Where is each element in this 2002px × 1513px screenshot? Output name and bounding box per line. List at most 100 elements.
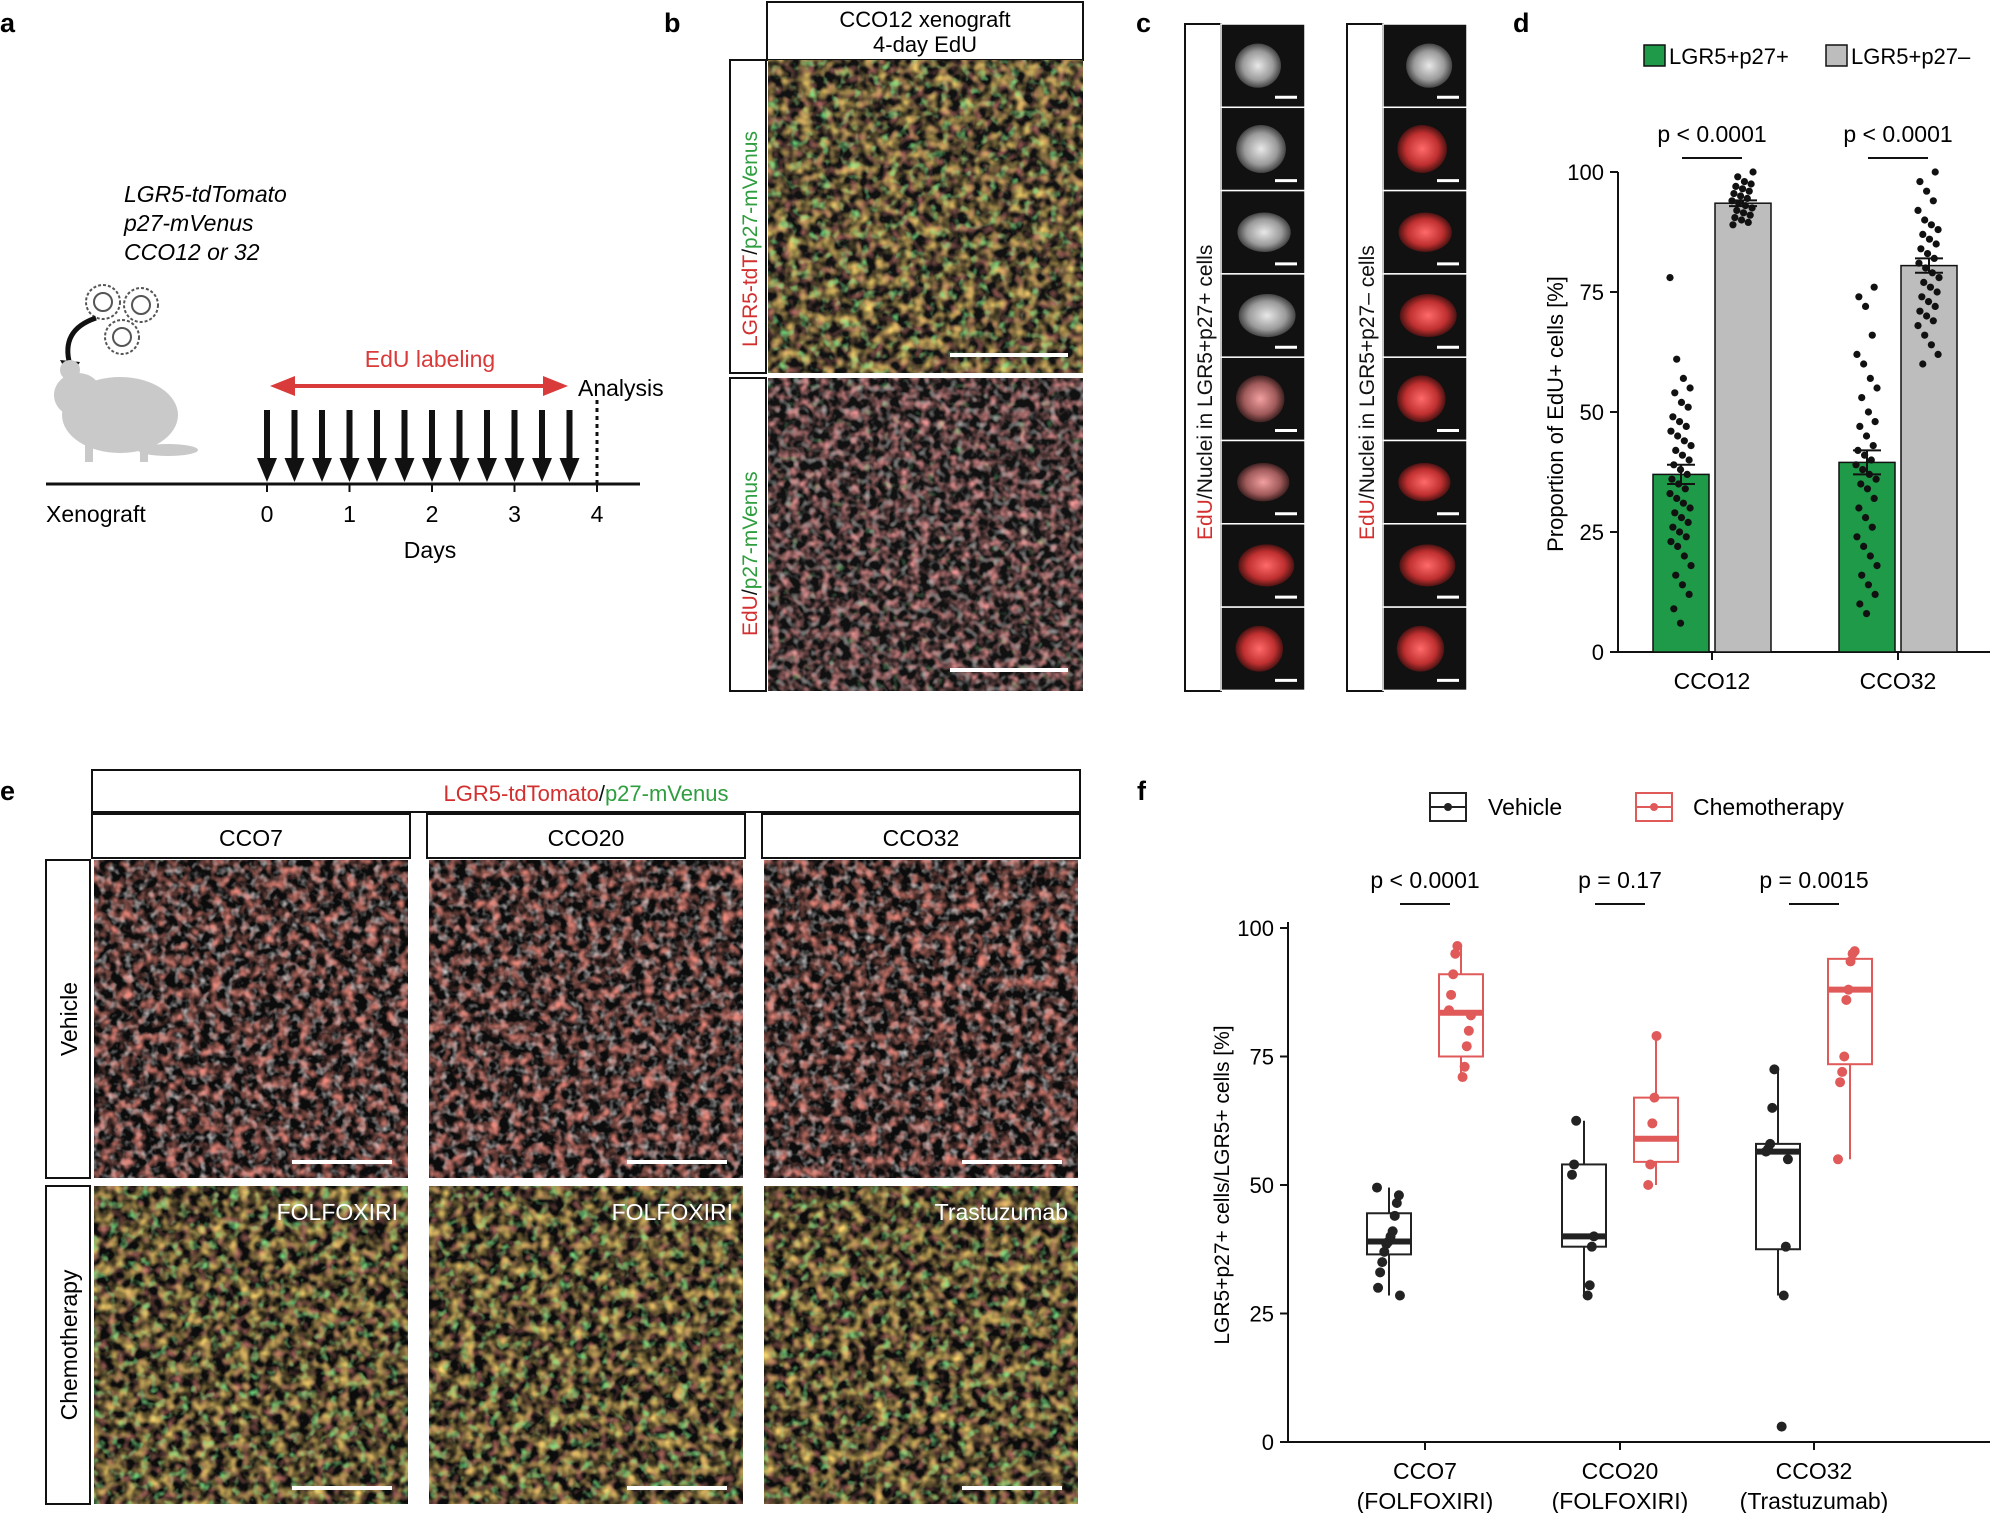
data-point xyxy=(1845,956,1856,967)
edu-pulse-arrowhead-icon xyxy=(532,458,552,482)
data-point xyxy=(1732,182,1740,190)
data-point xyxy=(1737,192,1745,200)
legend-swatch-gray xyxy=(1825,44,1848,67)
data-point xyxy=(1769,1064,1780,1075)
x-tick-label: CCO12 xyxy=(1674,668,1751,694)
data-point xyxy=(1847,948,1858,959)
p-value-label: p = 0.0015 xyxy=(1759,867,1868,893)
box xyxy=(1827,957,1873,1066)
data-point xyxy=(1868,331,1876,339)
edu-labeling-label: EdU labeling xyxy=(365,346,495,372)
legend-f: Vehicle Chemotherapy xyxy=(1429,792,1844,822)
data-point xyxy=(1932,240,1940,248)
data-point xyxy=(1868,523,1876,531)
data-point xyxy=(1452,940,1463,951)
micrograph-b-top xyxy=(768,60,1083,373)
data-point xyxy=(1837,1066,1848,1077)
panel-e-header-box xyxy=(91,769,1081,813)
panel-letter-c: c xyxy=(1136,8,1151,38)
data-point xyxy=(1921,331,1929,339)
data-point xyxy=(1582,1290,1593,1301)
panel-b-row1-label-box xyxy=(729,59,767,374)
data-point xyxy=(1684,403,1692,411)
micrograph-texture xyxy=(764,860,1078,1178)
data-point xyxy=(1744,218,1752,226)
data-point xyxy=(1567,1169,1577,1180)
data-point xyxy=(1871,590,1879,599)
data-point xyxy=(1858,394,1866,402)
data-point xyxy=(1873,384,1881,392)
data-point xyxy=(1935,274,1943,282)
data-point xyxy=(1373,1282,1384,1293)
edu-pulse-arrowhead-icon xyxy=(477,458,497,482)
nucleus xyxy=(1397,375,1446,423)
x-tick-sublabel: (FOLFOXIRI) xyxy=(1357,1488,1494,1513)
edu-pulse-arrow-icon xyxy=(346,410,353,462)
x-tick-label: CCO20 xyxy=(1582,1458,1659,1484)
data-point xyxy=(1927,221,1935,229)
micrograph-texture xyxy=(429,860,743,1178)
data-point xyxy=(1670,605,1678,613)
panel-b-header-box xyxy=(766,1,1084,61)
data-point xyxy=(1871,418,1879,426)
data-point xyxy=(1674,432,1682,440)
panel-a: a LGR5-tdTomato p27-mVenus CCO12 or 32 X… xyxy=(0,8,664,563)
nucleus xyxy=(1406,43,1453,88)
nucleus xyxy=(1238,544,1295,587)
data-point xyxy=(1923,312,1931,320)
nucleus xyxy=(1238,293,1296,338)
data-point xyxy=(1682,422,1690,430)
edu-pulse-arrowhead-icon xyxy=(394,458,415,482)
chart-f: 0 25 50 75 100 CCO7 (FOLFOXIRI) p < 0.0001 CCO20… xyxy=(1237,867,1990,1513)
data-point xyxy=(1833,1154,1843,1165)
data-point xyxy=(1861,514,1870,522)
day-ticks: 0 1 2 3 4 xyxy=(261,484,604,527)
data-point xyxy=(1645,1159,1656,1170)
data-point xyxy=(1867,456,1875,464)
legend-label-1: LGR5+p27– xyxy=(1851,44,1971,69)
panel-e: e LGR5-tdTomato/p27-mVenus CCO7 CCO20 CCO3… xyxy=(0,769,1081,1505)
row-header-box xyxy=(45,859,91,1179)
data-point xyxy=(1729,221,1737,229)
data-point xyxy=(1677,398,1686,406)
legend-dot-vehicle xyxy=(1444,803,1452,811)
column-header-box xyxy=(426,813,746,859)
data-point xyxy=(1852,461,1860,469)
panel-e-grid: CCO7 CCO20 CCO32 Vehicle Chemotherapy FOLFOXI… xyxy=(45,813,1081,1505)
box xyxy=(1561,1163,1607,1248)
data-point xyxy=(1767,1102,1778,1113)
data-point xyxy=(1858,571,1866,579)
days-label: Days xyxy=(404,537,456,563)
panel-b-row1-label: LGR5-tdT/p27-mVenus xyxy=(739,131,762,347)
panel-c-col2-label-box xyxy=(1346,23,1384,692)
data-point xyxy=(1924,298,1933,306)
data-point xyxy=(1463,1025,1474,1036)
data-point xyxy=(1931,168,1939,176)
data-point xyxy=(1677,514,1686,522)
data-point xyxy=(1461,1041,1472,1052)
column-header-box xyxy=(761,813,1081,859)
xenograft-label: Xenograft xyxy=(46,501,146,527)
p-value-label: p < 0.0001 xyxy=(1843,121,1952,147)
column-header-label: CCO7 xyxy=(219,825,283,851)
data-point xyxy=(1678,581,1687,589)
nucleus xyxy=(1398,462,1451,502)
data-point xyxy=(1393,1190,1404,1201)
data-point xyxy=(1860,542,1868,551)
data-point xyxy=(1671,509,1679,517)
edu-pulse-arrow-icon xyxy=(511,410,518,462)
data-point xyxy=(1584,1280,1595,1291)
panel-f: f Vehicle Chemotherapy LGR5+p27+ cells/L… xyxy=(1137,776,1990,1513)
data-point xyxy=(1918,293,1926,301)
data-point xyxy=(1866,374,1874,382)
data-point xyxy=(1856,600,1864,608)
y-tick-label: 50 xyxy=(1580,400,1604,425)
edu-pulse-arrow-icon xyxy=(401,410,408,462)
panel-c-col1-label: EdU/Nuclei in LGR5+p27+ cells xyxy=(1194,245,1217,540)
panel-letter-f: f xyxy=(1137,776,1147,806)
data-point xyxy=(1923,250,1932,258)
data-point xyxy=(1927,341,1935,349)
data-point xyxy=(1675,418,1684,426)
panel-e-header: LGR5-tdTomato/p27-mVenus xyxy=(444,781,729,806)
